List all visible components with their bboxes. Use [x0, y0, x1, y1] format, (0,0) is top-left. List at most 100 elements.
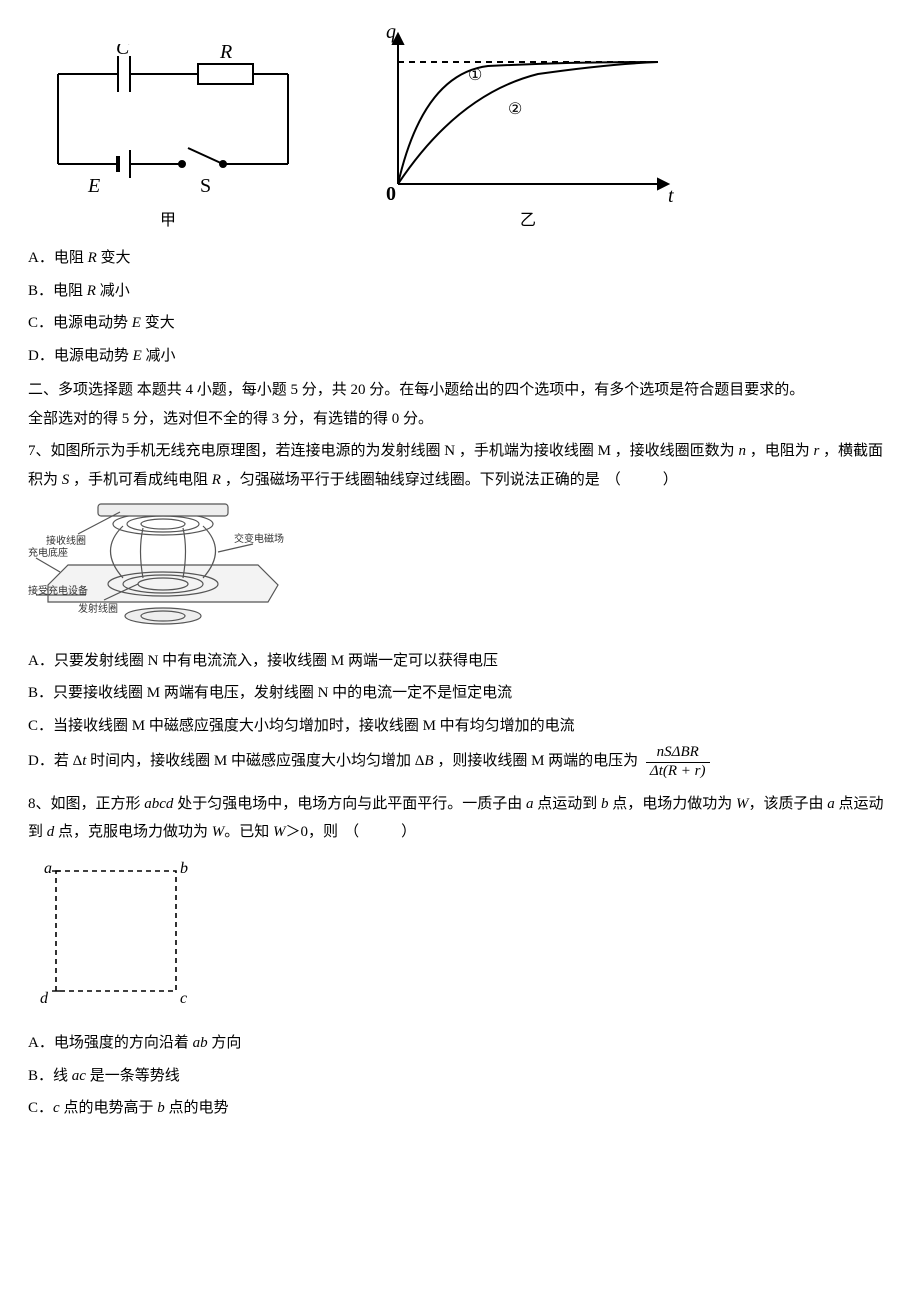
- opt-text: 电阻: [53, 283, 87, 299]
- q8B-v: ac: [72, 1068, 86, 1084]
- q7D-p: D．若 Δ: [28, 754, 82, 770]
- q7-v1: n: [738, 443, 746, 459]
- q7-t1: 7、如图所示为手机无线充电原理图，若连接电源的为发射线圈 N ，手机端为接收线圈…: [28, 443, 738, 459]
- q7-v4: R: [212, 472, 221, 488]
- wl-top: 接收线圈: [46, 534, 86, 547]
- frac-den: Δt(R + r): [646, 763, 710, 780]
- label-q: q: [386, 24, 396, 43]
- label-S: S: [200, 175, 211, 197]
- q8A-p: A．电场强度的方向沿着: [28, 1035, 193, 1051]
- q8-abcd: abcd: [144, 796, 173, 812]
- q6-option-B: B．电阻 R 减小: [28, 277, 892, 306]
- q6-option-C: C．电源电动势 E 变大: [28, 309, 892, 338]
- section-2-header: 二、多项选择题 本题共 4 小题，每小题 5 分，共 20 分。在每小题给出的四…: [28, 376, 892, 433]
- label-C: C: [116, 44, 130, 59]
- figure-wireless: 接收线圈 充电底座 交变电磁场 接受充电设备 发射线圈: [28, 500, 892, 641]
- q8C-p: C．: [28, 1100, 53, 1116]
- sq-a: a: [44, 860, 52, 877]
- sec2-line2: 全部选对的得 5 分，选对但不全的得 3 分，有选错的得 0 分。: [28, 411, 433, 427]
- opt-tail: 减小: [142, 348, 176, 364]
- q7-stem: 7、如图所示为手机无线充电原理图，若连接电源的为发射线圈 N ，手机端为接收线圈…: [28, 437, 892, 494]
- q8B-t: 是一条等势线: [86, 1068, 180, 1084]
- q6-option-D: D．电源电动势 E 减小: [28, 342, 892, 371]
- figure-circuit: C R E S 甲: [28, 44, 308, 236]
- opt-var: R: [87, 283, 96, 299]
- q8-option-B: B．线 ac 是一条等势线: [28, 1062, 892, 1091]
- q7-option-A: A．只要发射线圈 N 中有电流流入，接收线圈 M 两端一定可以获得电压: [28, 647, 892, 676]
- wireless-svg: 接收线圈 充电底座 交变电磁场 接受充电设备 发射线圈: [28, 500, 288, 630]
- opt-tail: 减小: [96, 283, 130, 299]
- circuit-svg: C R E S: [28, 44, 308, 204]
- q8A-t: 方向: [208, 1035, 242, 1051]
- q7-paren: （ ）: [606, 466, 682, 495]
- label-E: E: [87, 175, 100, 197]
- wl-bottom: 发射线圈: [78, 602, 118, 615]
- figure-row: C R E S 甲 q: [28, 24, 892, 236]
- q7-option-D: D．若 Δt 时间内，接收线圈 M 中磁感应强度大小均匀增加 ΔB ，则接收线圈…: [28, 744, 892, 780]
- opt-var: E: [132, 315, 141, 331]
- q8-paren: （ ）: [344, 818, 420, 847]
- q8-t4: 点，电场力做功为: [608, 796, 736, 812]
- q7-t4: ，手机可看成纯电阻: [69, 472, 212, 488]
- caption-jia: 甲: [160, 206, 176, 236]
- wl-base: 充电底座: [28, 546, 68, 559]
- opt-text: 电源电动势: [53, 315, 132, 331]
- q8-W3: W: [273, 824, 286, 840]
- q7-t5: ，匀强磁场平行于线圈轴线穿过线圈。下列说法正确的是: [221, 472, 600, 488]
- opt-prefix: C．: [28, 315, 53, 331]
- label-origin: 0: [386, 183, 396, 204]
- label-t: t: [668, 185, 674, 204]
- q8-option-C: C．c 点的电势高于 b 点的电势: [28, 1094, 892, 1123]
- q8-a2: a: [827, 796, 835, 812]
- q8-t2: 处于匀强电场中，电场方向与此平面平行。一质子由: [173, 796, 526, 812]
- sq-d: d: [40, 990, 49, 1007]
- figure-square: a b c d: [28, 853, 892, 1024]
- sq-b: b: [180, 860, 188, 877]
- q7-option-C: C．当接收线圈 M 中磁感应强度大小均匀增加时，接收线圈 M 中有均匀增加的电流: [28, 712, 892, 741]
- q8A-v: ab: [193, 1035, 208, 1051]
- q8-t1: 8、如图，正方形: [28, 796, 144, 812]
- q8-W2: W: [212, 824, 225, 840]
- opt-text: 电阻: [54, 250, 88, 266]
- q7D-frac: nSΔBRΔt(R + r): [646, 744, 710, 780]
- q8-t5: ，该质子由: [748, 796, 827, 812]
- opt-tail: 变大: [97, 250, 131, 266]
- q8-W1: W: [736, 796, 749, 812]
- q8-t3: 点运动到: [533, 796, 601, 812]
- frac-num: nSΔBR: [646, 744, 710, 762]
- figure-graph: q t 0 ① ② 乙: [368, 24, 688, 236]
- opt-prefix: B．: [28, 283, 53, 299]
- graph-svg: q t 0 ① ②: [368, 24, 688, 204]
- label-curve2: ②: [508, 101, 522, 118]
- opt-var: E: [133, 348, 142, 364]
- sq-c: c: [180, 990, 187, 1007]
- q8-t9: ＞0，则: [286, 824, 339, 840]
- q7-option-B: B．只要接收线圈 M 两端有电压，发射线圈 N 中的电流一定不是恒定电流: [28, 679, 892, 708]
- q8C-v2: b: [157, 1100, 165, 1116]
- q8B-p: B．线: [28, 1068, 72, 1084]
- q8-t8: 。已知: [224, 824, 273, 840]
- q8C-t: 点的电势: [165, 1100, 229, 1116]
- q8-t7: 点，克服电场力做功为: [54, 824, 212, 840]
- q6-option-A: A．电阻 R 变大: [28, 244, 892, 273]
- q8C-v1: c: [53, 1100, 60, 1116]
- q7D-m1: 时间内，接收线圈 M 中磁感应强度大小均匀增加 Δ: [86, 754, 424, 770]
- caption-yi: 乙: [520, 206, 536, 236]
- q8-stem: 8、如图，正方形 abcd 处于匀强电场中，电场方向与此平面平行。一质子由 a …: [28, 790, 892, 847]
- q7-t2: ，电阻为: [746, 443, 814, 459]
- q8C-m: 点的电势高于: [60, 1100, 158, 1116]
- wl-device: 接受充电设备: [28, 584, 88, 597]
- label-R: R: [219, 44, 232, 63]
- square-svg: a b c d: [28, 853, 208, 1013]
- label-curve1: ①: [468, 67, 482, 84]
- opt-var: R: [88, 250, 97, 266]
- q8-option-A: A．电场强度的方向沿着 ab 方向: [28, 1029, 892, 1058]
- sec2-line1: 二、多项选择题 本题共 4 小题，每小题 5 分，共 20 分。在每小题给出的四…: [28, 382, 804, 398]
- opt-tail: 变大: [141, 315, 175, 331]
- opt-prefix: D．: [28, 348, 54, 364]
- q7D-m2: ，则接收线圈 M 两端的电压为: [434, 754, 642, 770]
- opt-text: 电源电动势: [54, 348, 133, 364]
- opt-prefix: A．: [28, 250, 54, 266]
- wl-right: 交变电磁场: [234, 532, 284, 545]
- q7D-B: B: [424, 754, 433, 770]
